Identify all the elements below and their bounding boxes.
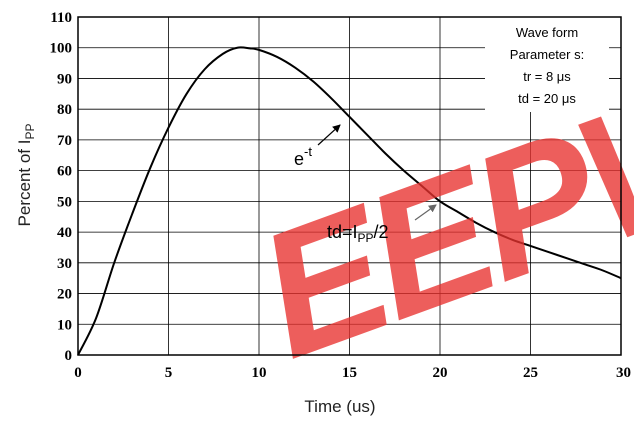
y-tick-label-100: 100: [50, 41, 73, 57]
y-tick-label-40: 40: [57, 225, 72, 241]
y-tick-label-30: 30: [57, 256, 72, 272]
exp-arrow: [317, 124, 341, 146]
y-axis-title: Percent of IPP: [15, 124, 37, 227]
x-tick-label-0: 0: [74, 365, 82, 381]
td-annotation: td=IPP/2: [327, 204, 437, 245]
y-tick-label-0: 0: [65, 348, 73, 364]
x-tick-label-15: 15: [342, 365, 357, 381]
td-subscript: PP: [358, 231, 374, 245]
y-tick-label-50: 50: [57, 194, 72, 210]
legend-line-4: td = 20 μs: [518, 91, 576, 106]
exp-superscript: -t: [304, 144, 312, 159]
y-tick-label-80: 80: [57, 102, 72, 118]
x-tick-label-25: 25: [523, 365, 538, 381]
plot-frame: [77, 16, 622, 356]
y-tick-label-110: 110: [50, 10, 72, 26]
svg-text:e-t: e-t: [294, 144, 312, 169]
y-tick-label-10: 10: [57, 317, 72, 333]
exp-base: e: [294, 149, 304, 169]
x-axis-title: Time (us): [304, 397, 375, 416]
legend-line-3: tr = 8 μs: [523, 69, 571, 84]
y-tick-labels: 0 10 20 30 40 50 60 70 80 90 100 110: [50, 10, 73, 364]
svg-text:td=IPP/2: td=IPP/2: [327, 222, 389, 245]
legend-line-1: Wave form: [516, 25, 578, 40]
series-line-current: [77, 46, 622, 356]
td-prefix: td=I: [327, 222, 358, 242]
x-tick-labels: 0 5 10 15 20 25 30: [74, 365, 631, 381]
y-tick-label-20: 20: [57, 287, 72, 303]
y-tick-label-90: 90: [57, 71, 72, 87]
x-tick-label-10: 10: [252, 365, 267, 381]
td-suffix: /2: [374, 222, 389, 242]
legend-line-2: Parameter s:: [510, 47, 584, 62]
td-arrow: [414, 204, 437, 221]
y-tick-label-60: 60: [57, 164, 72, 180]
exp-decay-annotation: e-t: [294, 124, 341, 169]
x-tick-label-20: 20: [433, 365, 448, 381]
x-tick-label-30: 30: [616, 365, 631, 381]
y-tick-label-70: 70: [57, 133, 72, 149]
legend: Wave form Parameter s: tr = 8 μs td = 20…: [485, 16, 609, 112]
x-tick-label-5: 5: [165, 365, 173, 381]
